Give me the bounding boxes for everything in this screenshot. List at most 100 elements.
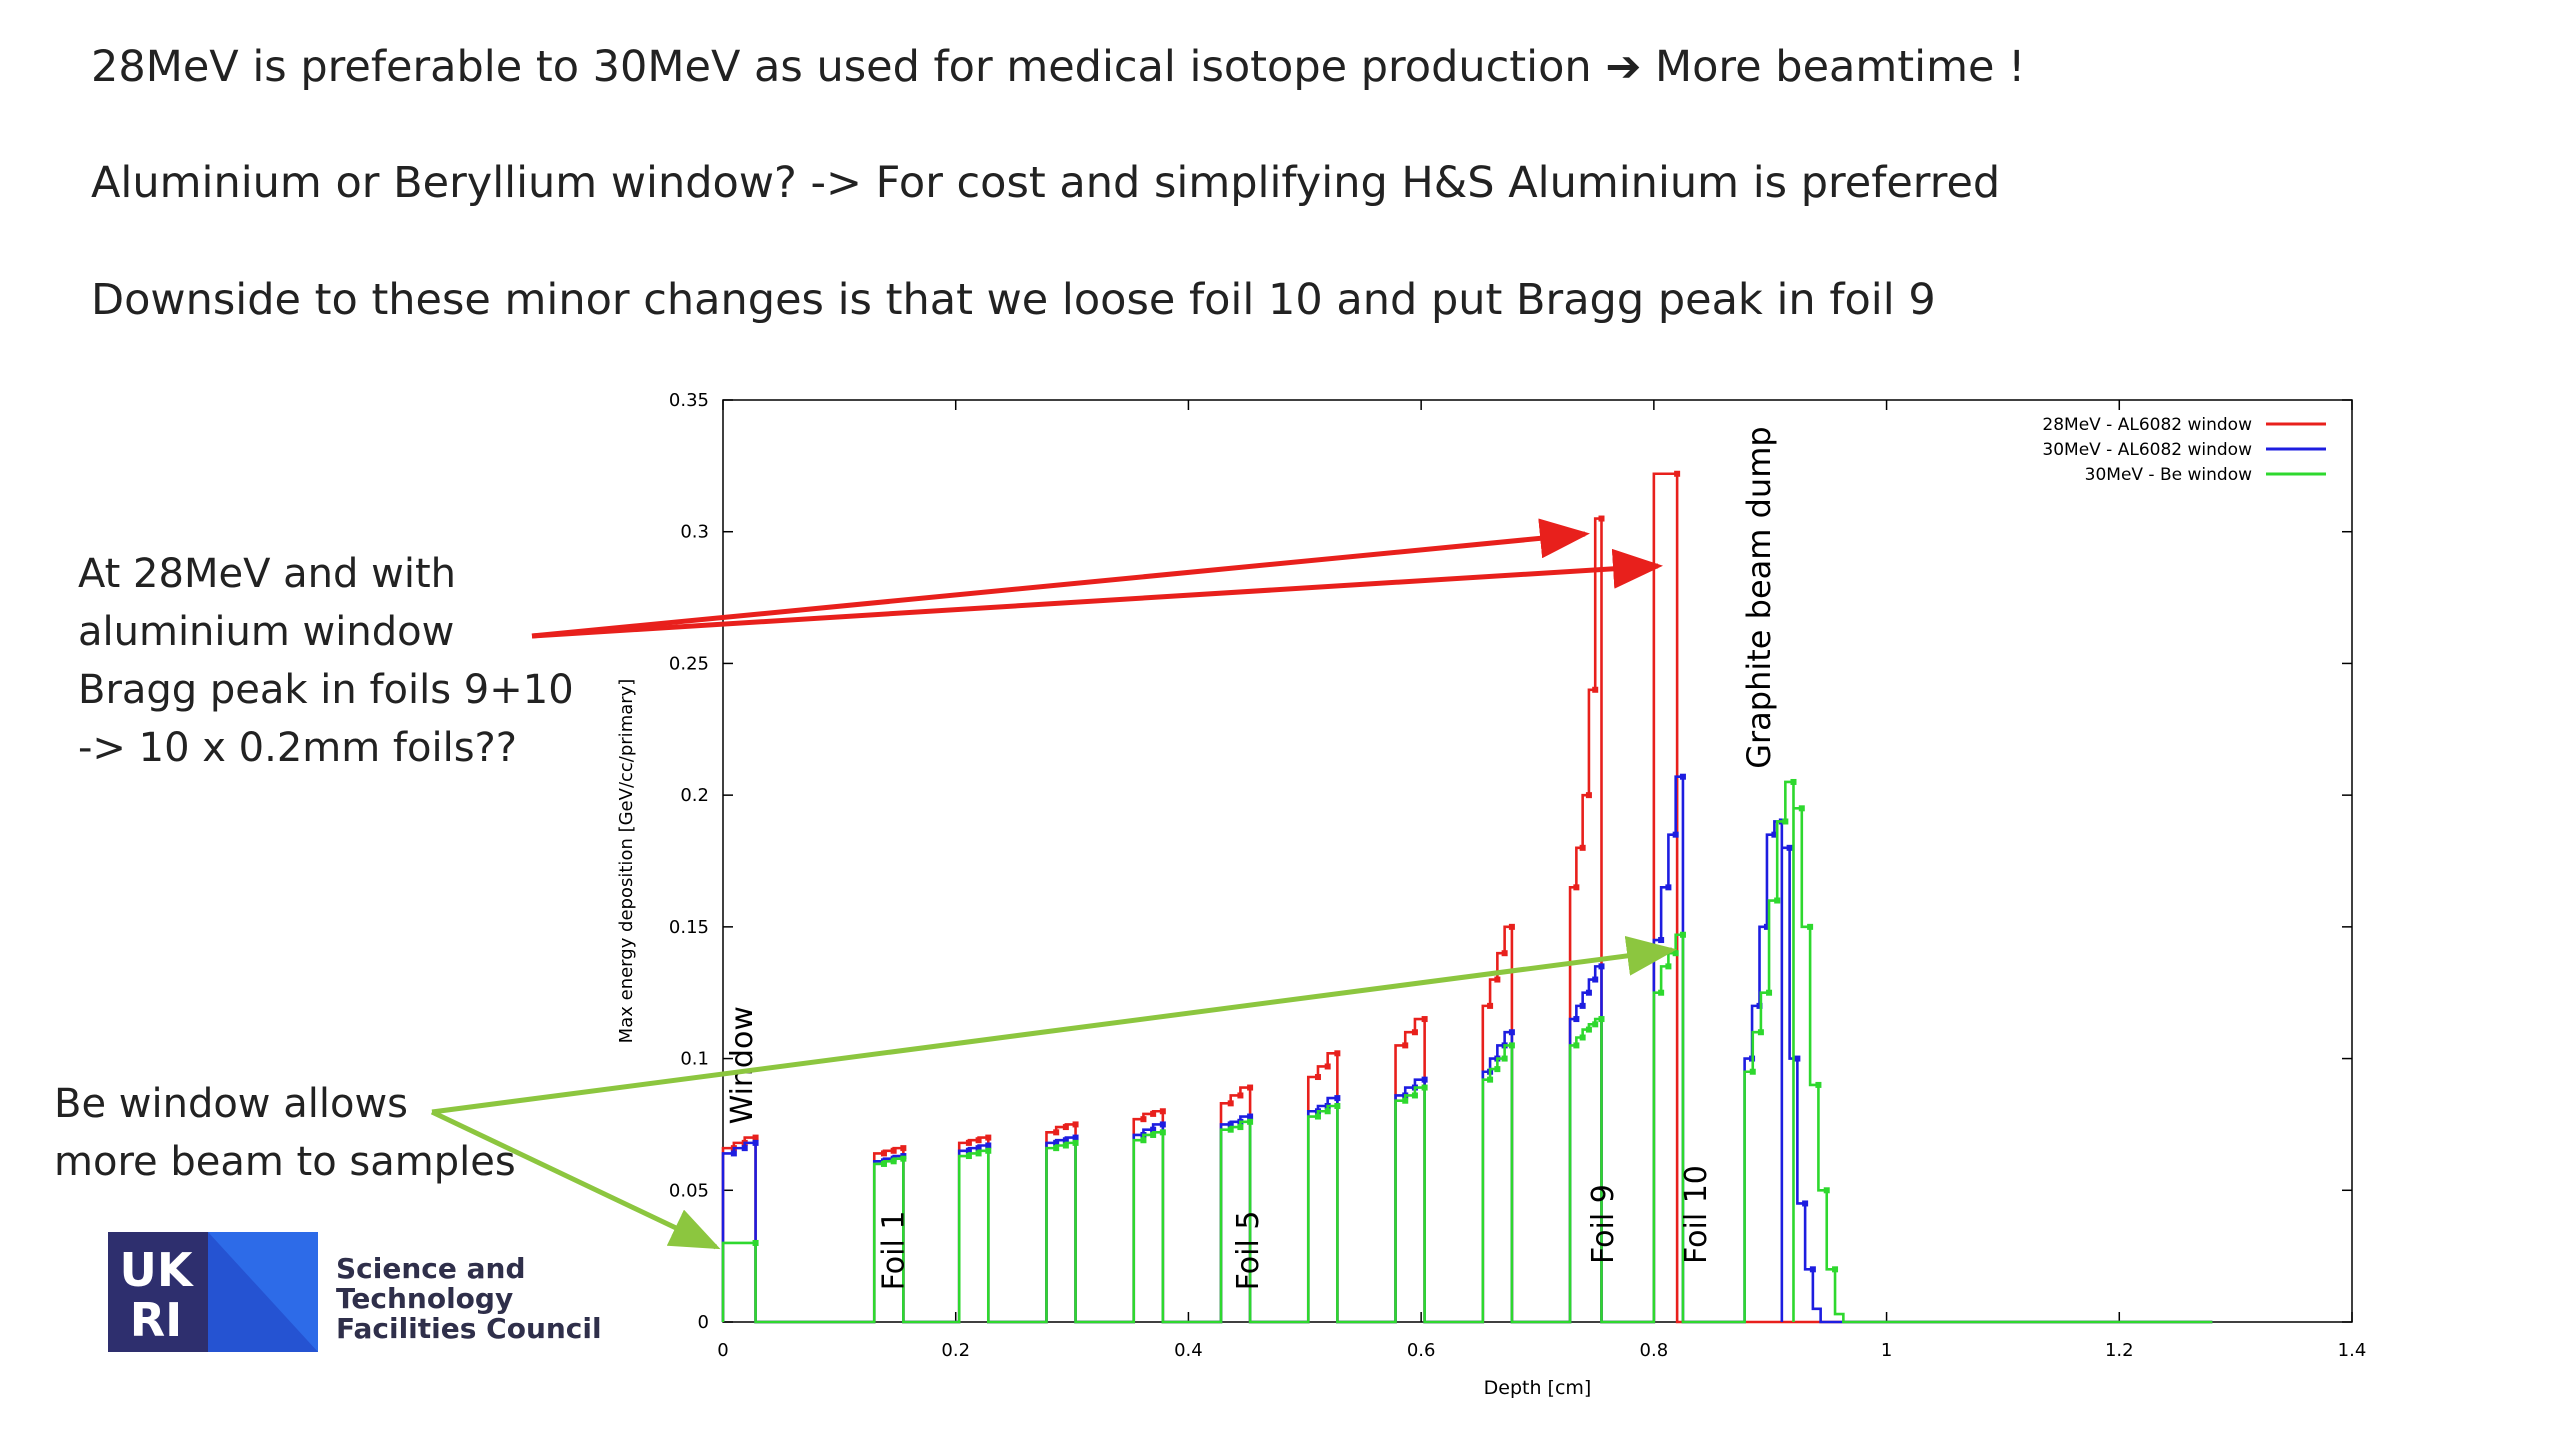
data-point — [1247, 1113, 1254, 1120]
data-point — [1411, 1029, 1418, 1036]
y-tick-label: 0.25 — [669, 653, 709, 674]
data-point — [752, 1239, 759, 1246]
aluminium-window-callout: At 28MeV and with aluminium window Bragg… — [78, 545, 574, 777]
data-point — [985, 1142, 992, 1149]
data-point — [1072, 1139, 1079, 1146]
data-point — [1334, 1102, 1341, 1109]
data-point — [1786, 844, 1793, 851]
y-tick-label: 0.15 — [669, 917, 709, 938]
data-point — [1072, 1121, 1079, 1128]
bullet-window-material: Aluminium or Beryllium window? -> For co… — [91, 158, 2001, 208]
data-point — [1598, 963, 1605, 970]
org-name-line: Facilities Council — [336, 1312, 602, 1345]
callout-line: aluminium window — [78, 609, 455, 655]
data-point — [1815, 1081, 1822, 1088]
data-point — [1237, 1092, 1244, 1099]
data-point — [752, 1139, 759, 1146]
data-point — [965, 1153, 972, 1160]
series-2 — [721, 778, 2213, 1324]
x-tick-label: 0.6 — [1407, 1340, 1436, 1361]
y-tick-label: 0.2 — [680, 785, 709, 806]
data-point — [965, 1147, 972, 1154]
bullet-beam-energy: 28MeV is preferable to 30MeV as used for… — [91, 42, 2026, 92]
data-point — [741, 1145, 748, 1152]
data-point — [1794, 1055, 1801, 1062]
data-point — [1832, 1266, 1839, 1273]
data-point — [1579, 1002, 1586, 1009]
org-name-line: Science and — [336, 1252, 526, 1285]
foil-annotation: Graphite beam dump — [1740, 426, 1778, 768]
callout-line: Be window allows — [54, 1081, 409, 1127]
red-arrow-foil10 — [531, 548, 1663, 639]
data-point — [1411, 1092, 1418, 1099]
data-point — [1592, 1021, 1599, 1028]
x-tick-label: 0.4 — [1174, 1340, 1203, 1361]
x-tick-label: 1 — [1881, 1340, 1892, 1361]
data-point — [1159, 1121, 1166, 1128]
data-point — [1579, 1034, 1586, 1041]
series-1 — [721, 773, 2213, 1324]
data-point — [975, 1150, 982, 1157]
data-point — [890, 1147, 897, 1154]
data-point — [1494, 976, 1501, 983]
data-point — [1658, 989, 1665, 996]
data-point — [1072, 1134, 1079, 1141]
data-point — [1402, 1097, 1409, 1104]
data-point — [985, 1147, 992, 1154]
data-point — [1227, 1126, 1234, 1133]
data-point — [1508, 923, 1515, 930]
data-point — [1585, 1026, 1592, 1033]
data-point — [1674, 470, 1681, 477]
data-point — [1672, 950, 1679, 957]
data-point — [1679, 773, 1686, 780]
data-point — [730, 1150, 737, 1157]
data-point — [1592, 976, 1599, 983]
be-window-callout: Be window allows more beam to samples — [54, 1075, 516, 1191]
legend-label: 28MeV - AL6082 window — [2042, 415, 2252, 435]
x-tick-label: 0 — [717, 1340, 728, 1361]
data-point — [1227, 1100, 1234, 1107]
data-point — [1579, 844, 1586, 851]
data-point — [1501, 1055, 1508, 1062]
data-point — [1053, 1145, 1060, 1152]
data-point — [1487, 1076, 1494, 1083]
series-line — [721, 780, 2213, 1324]
callout-line: Bragg peak in foils 9+10 — [78, 667, 574, 713]
data-point — [975, 1145, 982, 1152]
callout-line: more beam to samples — [54, 1139, 516, 1185]
chart-legend: 28MeV - AL6082 window 30MeV - AL6082 wind… — [2042, 415, 2326, 485]
data-point — [1227, 1121, 1234, 1128]
data-point — [1501, 950, 1508, 957]
logo-mark-bottom: RI — [130, 1293, 183, 1347]
data-point — [1573, 1016, 1580, 1023]
data-point — [1487, 1002, 1494, 1009]
ukri-logo: UK RI — [108, 1232, 318, 1352]
data-point — [1159, 1108, 1166, 1115]
data-point — [1334, 1050, 1341, 1057]
legend-label: 30MeV - Be window — [2085, 465, 2252, 485]
data-point — [1402, 1042, 1409, 1049]
data-point — [752, 1134, 759, 1141]
data-point — [1598, 515, 1605, 522]
data-point — [1823, 1187, 1830, 1194]
x-tick-label: 1.4 — [2338, 1340, 2367, 1361]
data-point — [975, 1137, 982, 1144]
data-point — [1658, 937, 1665, 944]
org-name-line: Technology — [336, 1282, 514, 1315]
y-tick-label: 0.1 — [680, 1049, 709, 1070]
data-point — [1314, 1113, 1321, 1120]
data-point — [1573, 1042, 1580, 1049]
data-point — [1798, 805, 1805, 812]
data-point — [1421, 1084, 1428, 1091]
x-tick-label: 0.8 — [1640, 1340, 1669, 1361]
data-point — [1508, 1029, 1515, 1036]
foil-annotation: Foil 1 — [876, 1211, 911, 1291]
data-point — [1150, 1110, 1157, 1117]
data-point — [1598, 1016, 1605, 1023]
y-tick-label: 0.35 — [669, 390, 709, 411]
foil-annotation: Foil 5 — [1231, 1211, 1266, 1291]
data-point — [1665, 963, 1672, 970]
data-point — [880, 1150, 887, 1157]
data-point — [1140, 1137, 1147, 1144]
data-point — [1247, 1118, 1254, 1125]
